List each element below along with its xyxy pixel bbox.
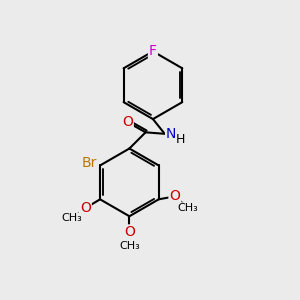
Text: CH₃: CH₃: [119, 241, 140, 251]
Text: H: H: [176, 133, 186, 146]
Text: N: N: [166, 127, 176, 141]
Text: CH₃: CH₃: [178, 203, 199, 213]
Text: F: F: [149, 44, 157, 58]
Text: CH₃: CH₃: [62, 214, 82, 224]
Text: O: O: [169, 189, 180, 203]
Text: O: O: [124, 225, 135, 239]
Text: O: O: [80, 201, 91, 215]
Text: Br: Br: [81, 155, 97, 170]
Text: O: O: [122, 115, 133, 129]
